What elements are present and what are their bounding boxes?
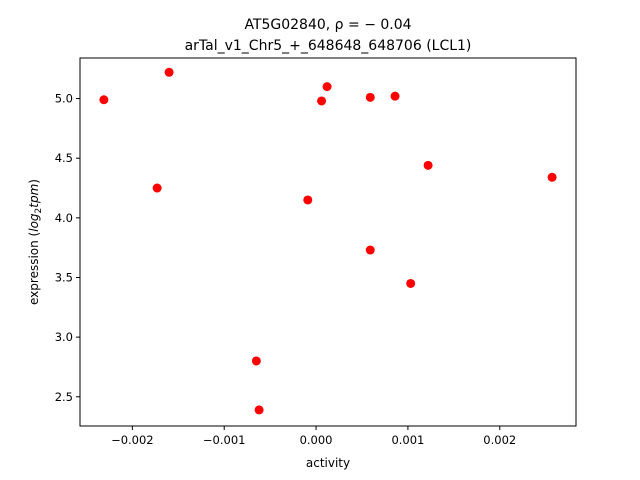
y-tick-label-6: 5.0 (55, 92, 73, 106)
data-point-14 (547, 172, 557, 182)
data-point-1 (99, 95, 109, 105)
y-tick-label-4: 4.0 (55, 211, 73, 225)
y-axis-label-tpm: tpm (27, 184, 41, 208)
x-axis-label: activity (306, 456, 350, 470)
chart-title-line2: arTal_v1_Chr5_+_648648_648706 (LCL1) (185, 38, 472, 54)
data-point-13 (423, 160, 433, 170)
y-tick-label-3: 3.5 (55, 270, 73, 284)
data-point-7 (317, 96, 327, 106)
x-tick-label-5: 0.002 (483, 433, 516, 447)
y-tick-label-2: 3.0 (55, 330, 73, 344)
data-point-9 (365, 92, 375, 102)
data-point-6 (303, 195, 313, 205)
data-point-5 (254, 405, 264, 415)
x-tick-label-4: 0.001 (391, 433, 424, 447)
data-point-2 (164, 67, 174, 77)
plot-area-frame (79, 57, 577, 427)
data-point-12 (406, 278, 416, 288)
y-axis-label: expression (log2tpm) (27, 179, 44, 305)
y-axis-label-prefix: expression ( (27, 232, 41, 305)
data-points (99, 67, 557, 415)
y-axis-ticks: 2.5 3.0 3.5 4.0 4.5 5.0 (55, 92, 80, 404)
x-tick-label-1: −0.002 (111, 433, 154, 447)
data-point-4 (251, 356, 261, 366)
x-tick-label-3: 0.000 (300, 433, 333, 447)
x-tick-label-2: −0.001 (203, 433, 246, 447)
y-axis-label-log: log (27, 213, 41, 232)
y-tick-label-5: 4.5 (55, 151, 73, 165)
y-axis-label-subscript: 2 (34, 208, 44, 214)
y-axis-label-suffix: ) (27, 179, 41, 184)
y-tick-label-1: 2.5 (55, 390, 73, 404)
chart-title-line1: AT5G02840, ρ = − 0.04 (244, 17, 411, 33)
data-point-8 (322, 82, 332, 92)
data-point-10 (365, 245, 375, 255)
x-axis-ticks: −0.002 −0.001 0.000 0.001 0.002 (111, 426, 516, 447)
data-point-11 (390, 91, 400, 101)
data-point-3 (152, 183, 162, 193)
